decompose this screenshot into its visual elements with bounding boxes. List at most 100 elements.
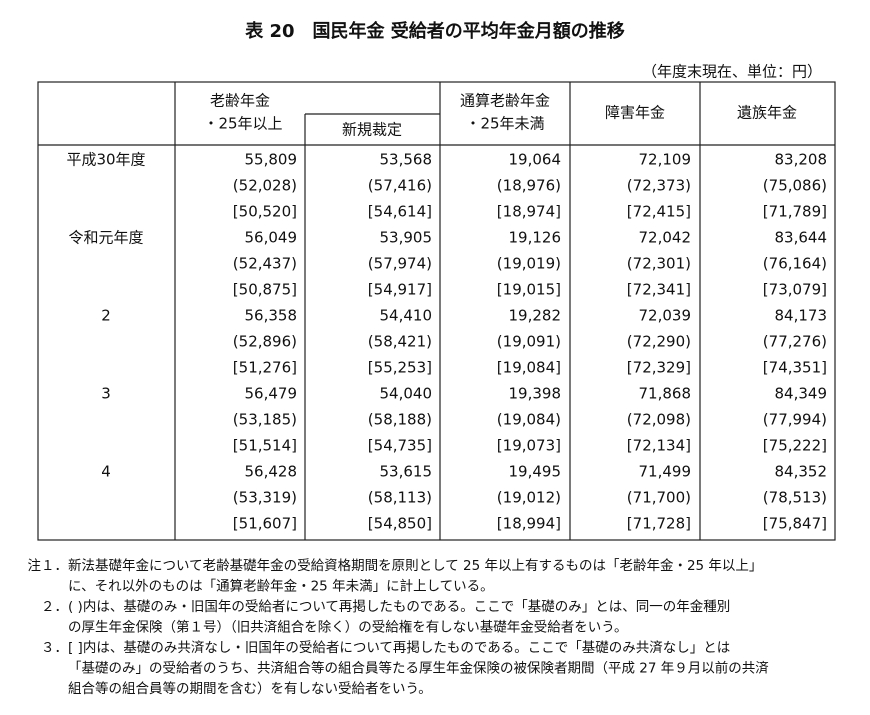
cell: 54,410: [380, 307, 433, 325]
header: 老齢年金: [210, 92, 270, 110]
cell: [72,134]: [627, 437, 691, 455]
cell: (72,098): [627, 411, 691, 429]
cell: (76,164): [763, 255, 827, 273]
note-text: に、それ以外のものは「通算老齢年金・25 年未満」に計上している。: [68, 579, 494, 595]
cell: 19,282: [509, 307, 562, 325]
cell: (19,019): [497, 255, 561, 273]
cell: 55,809: [245, 151, 298, 169]
cell: [73,079]: [763, 281, 827, 299]
header: 障害年金: [605, 104, 665, 122]
year-label: 2: [101, 307, 111, 325]
cell: [19,015]: [497, 281, 561, 299]
unit: （年度末現在、単位：円）: [642, 63, 822, 81]
cell: [72,329]: [627, 359, 691, 377]
cell: [75,847]: [763, 515, 827, 533]
cell: (58,188): [368, 411, 432, 429]
cell: 72,109: [639, 151, 692, 169]
cell: (78,513): [763, 489, 827, 507]
note-marker: ２．: [41, 599, 68, 615]
cell: [54,850]: [368, 515, 432, 533]
cell: 54,040: [380, 385, 433, 403]
cell: [19,073]: [497, 437, 561, 455]
cell: (71,700): [627, 489, 691, 507]
cell: 71,499: [639, 463, 692, 481]
cell: [71,728]: [627, 515, 691, 533]
cell: 19,126: [509, 229, 562, 247]
cell: (18,976): [497, 177, 561, 195]
cell: [74,351]: [763, 359, 827, 377]
header: 通算老齢年金: [460, 92, 550, 110]
cell: 56,479: [245, 385, 298, 403]
cell: [71,789]: [763, 203, 827, 221]
cell: [50,520]: [233, 203, 297, 221]
cell: [51,276]: [233, 359, 297, 377]
cell: [51,607]: [233, 515, 297, 533]
cell: (53,185): [233, 411, 297, 429]
cell: 84,173: [775, 307, 828, 325]
year-label: 4: [101, 463, 111, 481]
header: ・25年未満: [465, 115, 544, 133]
cell: 53,905: [380, 229, 433, 247]
cell: [18,974]: [497, 203, 561, 221]
title: 表 20 国民年金 受給者の平均年金月額の推移: [245, 20, 625, 42]
header: 遺族年金: [737, 104, 797, 122]
note-text: ( )内は、基礎のみ・旧国年の受給者について再掲したものである。ここで「基礎のみ…: [68, 598, 730, 615]
cell: 83,208: [775, 151, 828, 169]
cell: [54,917]: [368, 281, 432, 299]
cell: (52,896): [233, 333, 297, 351]
cell: (57,416): [368, 177, 432, 195]
cell: 56,428: [245, 463, 298, 481]
year-label: 3: [101, 385, 111, 403]
cell: 19,398: [509, 385, 562, 403]
cell: 56,049: [245, 229, 298, 247]
year-label: 平成30年度: [66, 151, 145, 169]
cell: 72,039: [639, 307, 692, 325]
cell: 19,495: [509, 463, 562, 481]
cell: 72,042: [639, 229, 692, 247]
cell: (75,086): [763, 177, 827, 195]
cell: (57,974): [368, 255, 432, 273]
cell: 83,644: [775, 229, 828, 247]
cell: [72,415]: [627, 203, 691, 221]
cell: [18,994]: [497, 515, 561, 533]
cell: [19,084]: [497, 359, 561, 377]
cell: [55,253]: [368, 359, 432, 377]
cell: (58,113): [368, 489, 432, 507]
cell: 53,615: [380, 463, 433, 481]
cell: (77,994): [763, 411, 827, 429]
note-text: 新法基礎年金について老齢基礎年金の受給資格期間を原則として 25 年以上有するも…: [68, 557, 762, 574]
cell: 56,358: [245, 307, 298, 325]
cell: [75,222]: [763, 437, 827, 455]
note-text: の厚生年金保険（第１号）（旧共済組合を除く）の受給権を有しない基礎年金受給者をい…: [68, 619, 627, 636]
cell: 84,349: [775, 385, 828, 403]
cell: (72,301): [627, 255, 691, 273]
cell: 71,868: [639, 385, 692, 403]
year-label: 令和元年度: [68, 229, 143, 247]
header: ・25年以上: [203, 115, 282, 133]
note-text: 組合等の組合員等の期間を含む）を有しない受給者をいう。: [68, 680, 432, 697]
cell: (58,421): [368, 333, 432, 351]
cell: (19,084): [497, 411, 561, 429]
cell: (72,290): [627, 333, 691, 351]
note-text: 「基礎のみ」の受給者のうち、共済組合等の組合員等たる厚生年金保険の被保険者期間（…: [68, 660, 769, 677]
note-text: [ ]内は、基礎のみ共済なし・旧国年の受給者について再掲したものである。ここで「…: [68, 639, 730, 656]
table-border: [37, 81, 836, 541]
cell: [54,735]: [368, 437, 432, 455]
cell: 53,568: [380, 151, 433, 169]
cell: 84,352: [775, 463, 828, 481]
cell: (52,028): [233, 177, 297, 195]
header: 新規裁定: [342, 121, 402, 139]
cell: (52,437): [233, 255, 297, 273]
cell: [54,614]: [368, 203, 432, 221]
cell: 19,064: [509, 151, 562, 169]
cell: [51,514]: [233, 437, 297, 455]
cell: (19,091): [497, 333, 561, 351]
cell: [72,341]: [627, 281, 691, 299]
cell: [50,875]: [233, 281, 297, 299]
cell: (19,012): [497, 489, 561, 507]
note-marker: 注１．: [28, 558, 69, 574]
note-marker: ３．: [41, 640, 68, 656]
cell: (72,373): [627, 177, 691, 195]
cell: (77,276): [763, 333, 827, 351]
